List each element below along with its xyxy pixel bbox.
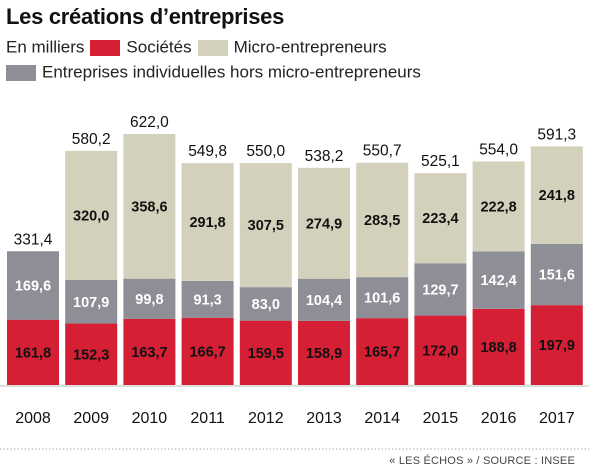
bar-segment-2016-2 <box>472 161 525 252</box>
bar-value-label: 169,6 <box>15 278 51 294</box>
bar-value-label: 91,3 <box>193 292 221 308</box>
bar-segment-2017-0 <box>530 305 583 385</box>
bar-segment-2012-1 <box>239 287 292 321</box>
bar-value-label: 151,6 <box>539 268 575 284</box>
bar-value-label: 197,9 <box>539 338 575 354</box>
bar-value-label: 172,0 <box>422 343 458 359</box>
x-tick-label: 2008 <box>15 410 51 427</box>
bar-value-label: 99,8 <box>135 292 163 308</box>
bar-segment-2008-0 <box>7 319 59 385</box>
bar-total-label: 549,8 <box>188 143 227 160</box>
bar-value-label: 104,4 <box>306 293 342 309</box>
bar-segment-2008-1 <box>7 251 59 320</box>
chart-title: Les créations d’entreprises <box>6 4 285 29</box>
bar-value-label: 158,9 <box>306 346 342 362</box>
legend-swatch-societes <box>90 39 121 56</box>
x-tick-label: 2011 <box>190 410 225 427</box>
legend-swatch-individuelles <box>6 64 36 81</box>
legend-row-2: Entreprises individuelles hors micro-ent… <box>6 62 421 83</box>
x-tick-label: 2014 <box>364 410 400 427</box>
bar-segment-2014-2 <box>356 162 409 278</box>
bar-total-label: 580,2 <box>72 131 111 148</box>
bar-segment-2010-1 <box>123 278 176 319</box>
bar-segment-2012-0 <box>239 320 292 385</box>
bar-segment-2009-2 <box>65 150 118 280</box>
x-tick-label: 2012 <box>248 410 284 427</box>
bar-value-label: 159,5 <box>248 346 284 362</box>
bar-segment-2012-2 <box>239 163 292 288</box>
bar-segment-2015-0 <box>414 315 467 385</box>
legend-label-societes: Sociétés <box>126 37 192 57</box>
bar-segment-2013-2 <box>298 167 350 279</box>
bar-value-label: 83,0 <box>252 297 280 313</box>
bar-value-label: 291,8 <box>189 215 225 231</box>
bar-value-label: 223,4 <box>422 211 458 227</box>
bar-value-label: 222,8 <box>480 199 516 215</box>
bar-segment-2014-0 <box>356 318 409 385</box>
bar-segment-2015-2 <box>414 173 467 264</box>
bar-total-label: 591,3 <box>537 126 576 143</box>
bar-total-label: 331,4 <box>14 231 53 248</box>
bar-value-label: 358,6 <box>131 199 167 215</box>
bar-value-label: 241,8 <box>539 188 575 204</box>
x-tick-label: 2009 <box>73 410 109 427</box>
bar-segment-2010-2 <box>123 133 176 279</box>
bar-value-label: 152,3 <box>73 347 109 363</box>
bar-total-label: 525,1 <box>421 153 460 170</box>
bar-value-label: 161,8 <box>15 345 51 361</box>
bar-total-label: 622,0 <box>130 114 169 131</box>
bar-segment-2009-1 <box>65 279 118 324</box>
x-tick-label: 2010 <box>132 410 168 427</box>
bar-segment-2011-2 <box>181 163 234 281</box>
bar-value-label: 307,5 <box>248 218 284 234</box>
bar-segment-2014-1 <box>356 277 409 319</box>
bar-segment-2016-0 <box>472 308 525 385</box>
bar-total-label: 550,0 <box>246 143 285 160</box>
bar-value-label: 163,7 <box>131 345 167 361</box>
x-tick-label: 2016 <box>481 410 517 427</box>
x-tick-label: 2017 <box>539 410 575 427</box>
source-credit: « LES ÉCHOS » / SOURCE : INSEE <box>389 455 575 467</box>
bar-total-label: 550,7 <box>363 143 402 160</box>
bar-value-label: 129,7 <box>422 282 458 298</box>
bar-segment-2013-0 <box>298 320 350 385</box>
bar-segment-2017-1 <box>530 243 583 306</box>
bar-segment-2009-0 <box>65 323 118 385</box>
bar-segment-2013-1 <box>298 278 350 321</box>
bar-segment-2011-1 <box>181 280 234 318</box>
legend-unit: En milliers <box>6 37 85 57</box>
bar-segment-2017-2 <box>530 146 583 244</box>
bar-value-label: 188,8 <box>480 340 516 356</box>
legend: En milliers Sociétés Micro-entrepreneurs <box>6 37 387 58</box>
bar-segment-2016-1 <box>472 251 525 309</box>
bar-value-label: 107,9 <box>73 295 109 311</box>
legend-label-individuelles: Entreprises individuelles hors micro-ent… <box>42 62 421 82</box>
bar-total-label: 538,2 <box>305 148 344 165</box>
bar-value-label: 274,9 <box>306 216 342 232</box>
bar-value-label: 320,0 <box>73 208 109 224</box>
x-tick-label: 2015 <box>423 410 459 427</box>
bar-value-label: 165,7 <box>364 345 400 361</box>
bar-value-label: 283,5 <box>364 213 400 229</box>
legend-swatch-micro <box>197 39 228 56</box>
legend-label-micro: Micro-entrepreneurs <box>233 37 387 57</box>
x-tick-label: 2013 <box>306 410 342 427</box>
bar-value-label: 101,6 <box>364 291 400 307</box>
bar-segment-2011-0 <box>181 317 234 385</box>
bar-value-label: 166,7 <box>189 344 225 360</box>
bar-segment-2015-1 <box>414 263 467 316</box>
bar-total-label: 554,0 <box>479 141 518 158</box>
bar-value-label: 142,4 <box>480 273 516 289</box>
bar-segment-2010-0 <box>123 318 176 385</box>
